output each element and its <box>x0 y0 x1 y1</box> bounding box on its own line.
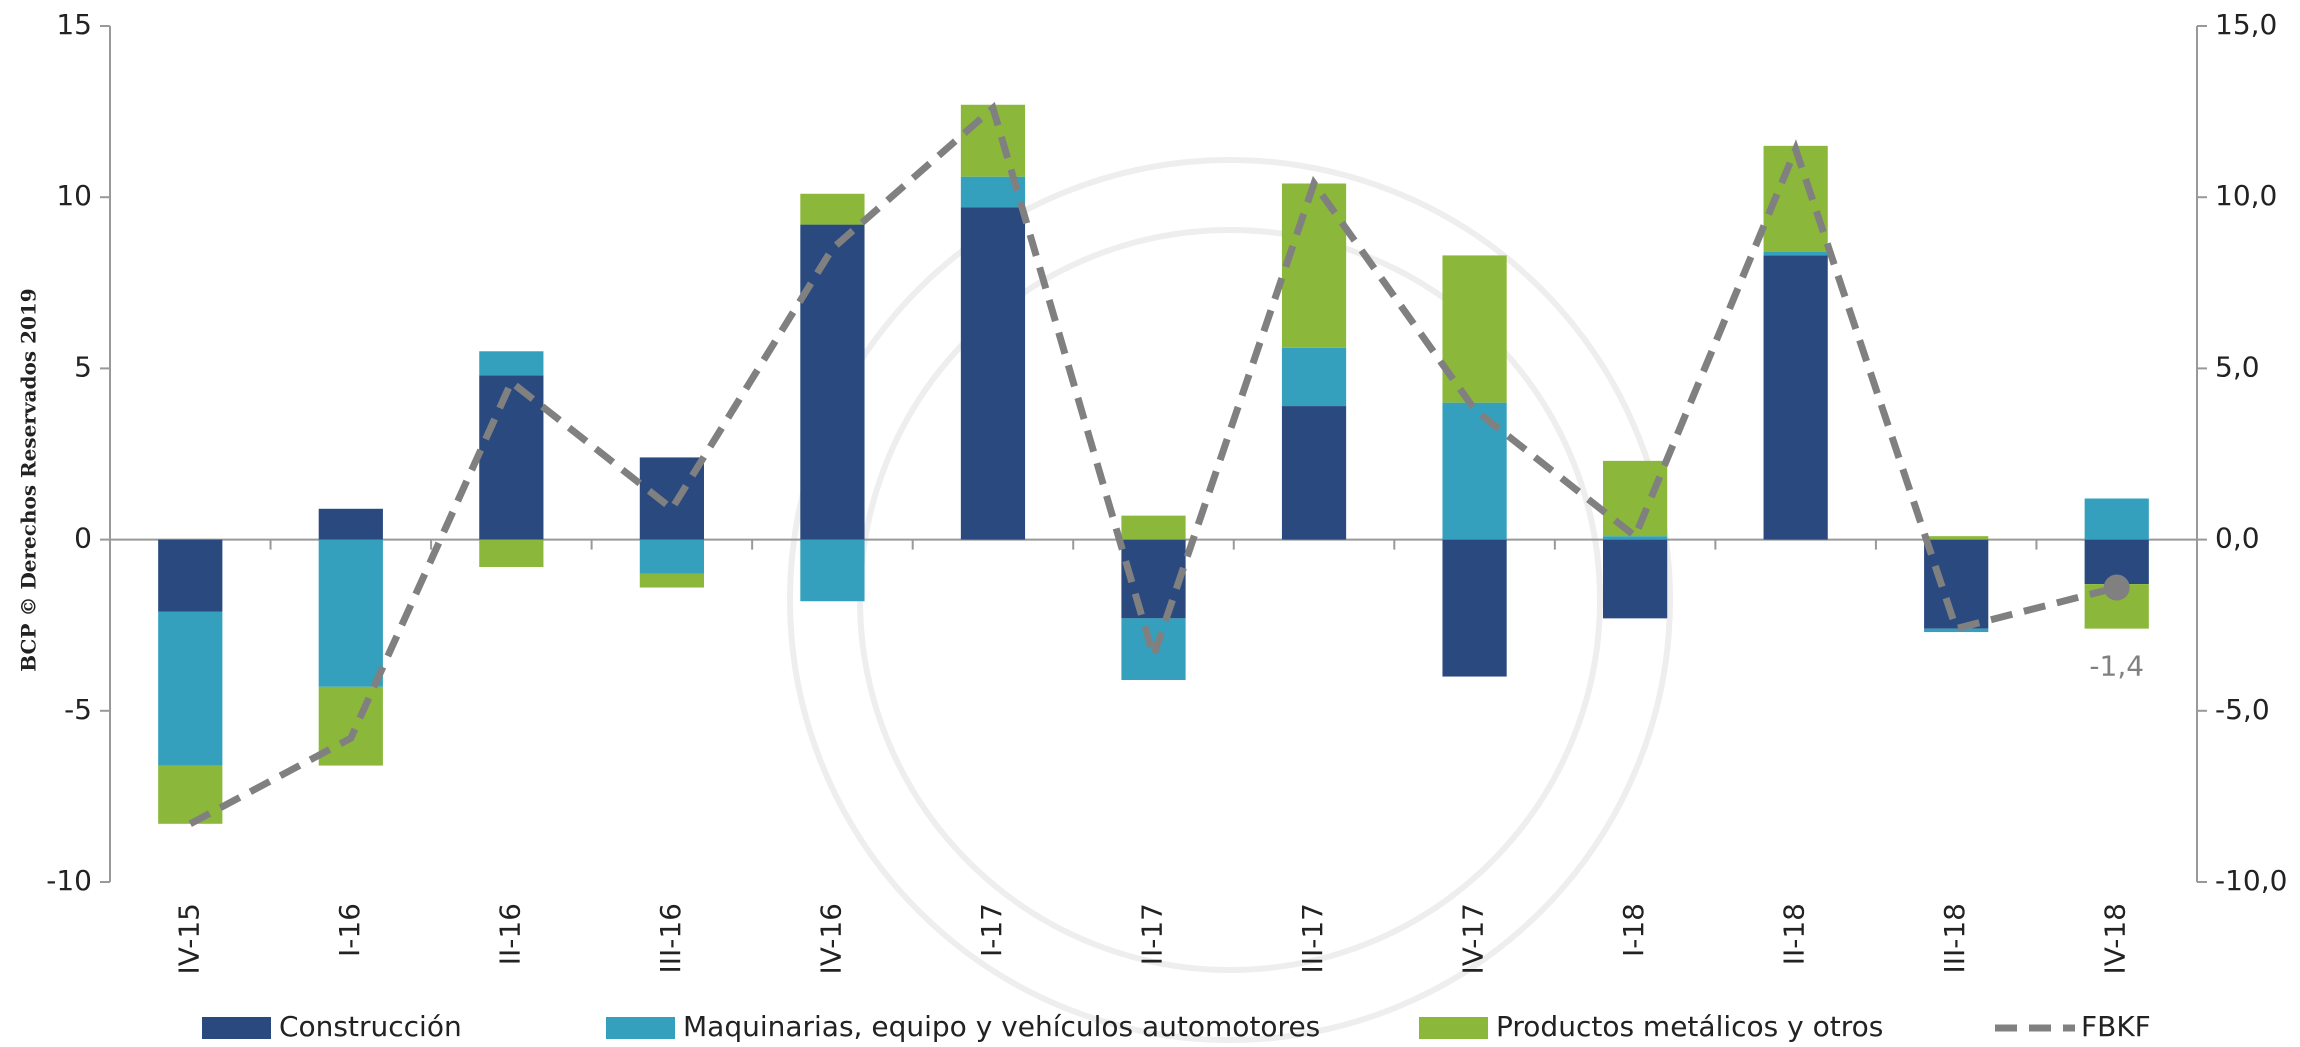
bar <box>1281 406 1347 540</box>
y-tick-label: 10 <box>56 179 92 212</box>
bar <box>800 224 865 540</box>
bar <box>318 539 383 687</box>
y-tick-label: -5 <box>64 693 92 726</box>
bar <box>1603 539 1668 619</box>
bar <box>2084 498 2149 540</box>
legend-label: Construcción <box>279 1010 462 1043</box>
x-tick-label: I-16 <box>333 903 366 957</box>
x-tick-label: IV-17 <box>1457 903 1490 975</box>
y2-tick-label: 5,0 <box>2215 350 2260 383</box>
x-tick-label: IV-15 <box>172 903 205 975</box>
y-tick-label: -10 <box>46 864 92 897</box>
bar <box>1924 536 1989 540</box>
x-tick-label: IV-16 <box>814 903 847 975</box>
y2-tick-label: -5,0 <box>2215 693 2270 726</box>
bar <box>1121 515 1186 540</box>
bar <box>158 765 223 824</box>
x-tick-label: II-16 <box>493 903 526 965</box>
bar <box>1924 539 1989 629</box>
bar <box>1763 251 1828 256</box>
bar <box>639 573 704 588</box>
x-tick-label: III-17 <box>1296 903 1329 974</box>
bar <box>960 207 1026 540</box>
legend-swatch <box>606 1017 675 1039</box>
y2-tick-label: -10,0 <box>2215 864 2287 897</box>
x-tick-label: III-18 <box>1938 903 1971 974</box>
x-tick-label: II-17 <box>1136 903 1169 965</box>
bar <box>479 351 544 376</box>
x-tick-label: III-16 <box>654 903 687 974</box>
bar <box>1442 539 1507 677</box>
x-tick-label: II-18 <box>1778 903 1811 965</box>
bar <box>800 539 865 602</box>
bar <box>158 539 223 612</box>
bar <box>479 539 544 567</box>
line <box>188 101 2118 827</box>
bar <box>158 611 223 766</box>
bar <box>1281 347 1347 407</box>
x-tick-label: IV-18 <box>2099 903 2132 975</box>
bar <box>318 508 383 540</box>
y-tick-label: 15 <box>56 8 92 41</box>
bar <box>479 375 544 540</box>
y2-tick-label: 10,0 <box>2215 179 2277 212</box>
x-tick-label: I-18 <box>1617 903 1650 957</box>
seal-watermark <box>787 157 1673 1043</box>
data-label: -1,4 <box>2089 650 2144 683</box>
watermark: BCP © Derechos Reservados 2019 <box>17 288 41 671</box>
bar <box>800 193 865 225</box>
y-tick-label: 5 <box>74 350 92 383</box>
x-tick-label: I-17 <box>975 903 1008 957</box>
bar <box>1603 460 1668 537</box>
legend-label: Maquinarias, equipo y vehículos automoto… <box>683 1010 1320 1043</box>
bar <box>1924 628 1989 633</box>
legend-label: FBKF <box>2081 1010 2151 1043</box>
y2-tick-label: 15,0 <box>2215 8 2277 41</box>
legend-swatch <box>202 1017 271 1039</box>
bar <box>1603 536 1668 540</box>
bar <box>639 539 704 574</box>
point-marker <box>2103 574 2130 601</box>
legend-swatch <box>1419 1017 1488 1039</box>
bar <box>1442 255 1507 403</box>
y2-tick-label: 0,0 <box>2215 522 2260 555</box>
bar <box>1763 255 1828 540</box>
y-tick-label: 0 <box>74 522 92 555</box>
bar <box>1281 183 1347 348</box>
legend-label: Productos metálicos y otros <box>1496 1010 1883 1043</box>
